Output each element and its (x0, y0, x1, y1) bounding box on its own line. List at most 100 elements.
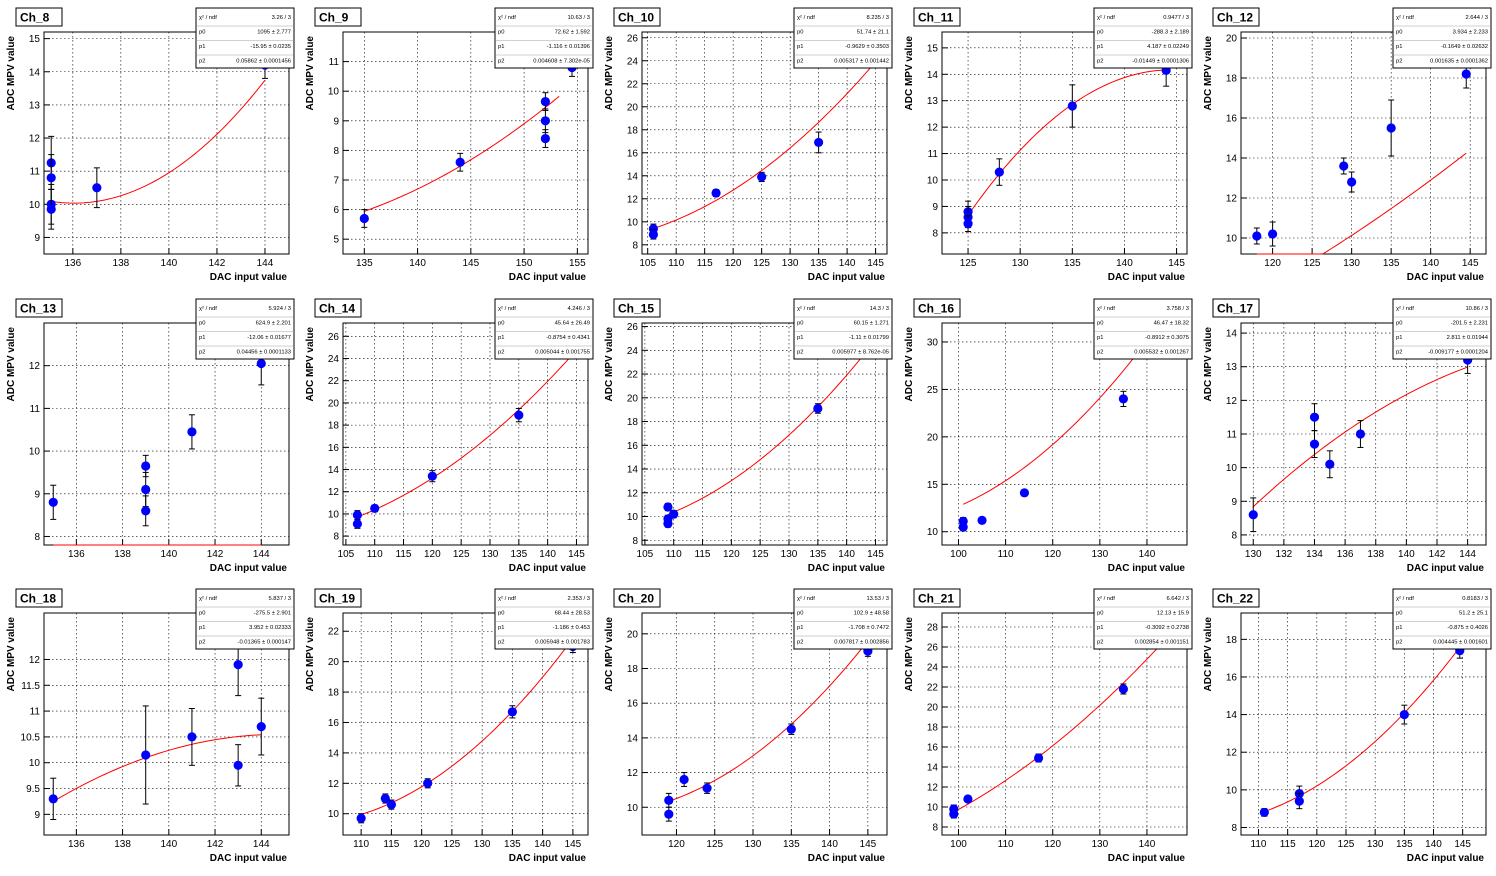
data-point (352, 518, 363, 529)
data-point (256, 358, 266, 368)
x-tick-label: 145 (868, 549, 885, 560)
y-tick-label: 12 (627, 768, 639, 779)
y-tick-label: 9 (34, 489, 40, 500)
title-frame (314, 588, 362, 608)
x-tick-label: 140 (839, 549, 856, 560)
plot-frame (342, 31, 589, 255)
y-tick-label: 9 (34, 810, 40, 821)
stats-label: p1 (1097, 625, 1103, 631)
stats-label: p2 (797, 640, 803, 646)
x-tick-label: 105 (637, 549, 654, 560)
y-tick-label: 20 (926, 703, 938, 714)
stats-value: -0.01449 ± 0.0001306 (1132, 59, 1189, 65)
stats-value: 5.924 / 3 (268, 306, 291, 312)
data-point (92, 183, 102, 193)
stats-label: χ² / ndf (498, 596, 516, 602)
y-tick-label: 10 (29, 446, 41, 457)
y-tick-label: 16 (627, 148, 639, 159)
title-frame (1212, 298, 1260, 318)
x-tick-label: 120 (424, 549, 441, 560)
chart-panel: 100 110 120 130 140 10 15 20 25 30 DAC input value… (900, 293, 1195, 586)
data-point (540, 96, 551, 107)
title-frame (15, 298, 63, 318)
fit-stats-box: χ² / ndf 2.353 / 3 p0 68.44 ± 28.53 p1 -1.186… (494, 588, 594, 650)
x-tick-label: 110 (997, 839, 1013, 850)
stats-value: -1.186 ± 0.453 (553, 625, 590, 631)
x-tick-label: 135 (1064, 258, 1081, 269)
x-tick-label: 100 (950, 549, 967, 560)
y-tick-label: 20 (1226, 34, 1238, 45)
stats-value: -0.3092 ± 0.2738 (1145, 625, 1189, 631)
data-point (187, 732, 197, 742)
data-point (507, 707, 518, 717)
x-tick-label: 140 (1138, 549, 1155, 560)
stats-value: 8.235 / 3 (867, 15, 890, 21)
y-tick-label: 10 (29, 758, 41, 769)
x-tick-label: 145 (463, 258, 480, 269)
y-tick-label: 10 (1226, 786, 1238, 797)
stats-value: 6.642 / 3 (1166, 596, 1189, 602)
x-tick-label: 140 (539, 549, 556, 560)
data-point (1259, 808, 1269, 818)
data-point (141, 461, 151, 471)
chart-title: Ch_14 (319, 301, 355, 315)
data-point (787, 724, 797, 734)
plot-frame (1240, 31, 1487, 255)
y-tick-label: 10 (627, 512, 639, 523)
y-tick-label: 14 (1226, 328, 1238, 339)
plot-frame (641, 31, 888, 255)
title-frame (613, 588, 661, 608)
plot-frame (941, 31, 1188, 255)
data-point (1252, 231, 1262, 241)
x-tick-label: 130 (1091, 839, 1108, 850)
data-point (958, 521, 968, 532)
chart-title-box: Ch_17 (1212, 298, 1260, 318)
y-tick-label: 10 (1226, 463, 1238, 474)
data-point (352, 510, 363, 520)
fit-stats-box: χ² / ndf 10.63 / 3 p0 72.62 ± 1.592 p1 -1.116… (494, 7, 594, 69)
stats-label: p0 (797, 30, 803, 36)
chart-title-box: Ch_22 (1212, 588, 1260, 608)
y-tick-label: 8 (34, 532, 40, 543)
x-tick-label: 120 (1044, 839, 1061, 850)
y-tick-label: 20 (627, 102, 639, 113)
y-tick-label: 8 (1231, 823, 1237, 834)
data-point (663, 502, 673, 512)
x-axis-title: DAC input value (808, 853, 886, 864)
chart-title-box: Ch_19 (314, 588, 362, 608)
y-tick-label: 22 (328, 376, 340, 387)
stats-label: p2 (1396, 640, 1402, 646)
stats-value: 0.9477 / 3 (1163, 15, 1189, 21)
stats-value: -0.8754 ± 0.4341 (546, 335, 590, 341)
chart-title-box: Ch_18 (15, 588, 63, 608)
chart-title-box: Ch_14 (314, 298, 362, 318)
y-tick-label: 12 (1226, 194, 1238, 205)
data-point (1118, 393, 1128, 404)
x-tick-label: 145 (1462, 258, 1479, 269)
y-tick-label: 16 (1226, 114, 1238, 125)
title-frame (913, 298, 961, 318)
x-tick-label: 144 (253, 549, 270, 560)
y-tick-label: 5 (334, 235, 340, 246)
data-point (233, 660, 243, 670)
x-tick-label: 142 (207, 549, 224, 560)
x-axis-title: DAC input value (1407, 272, 1485, 283)
data-point (1346, 177, 1357, 187)
data-point (141, 505, 151, 516)
y-tick-label: 20 (926, 432, 938, 443)
stats-label: χ² / ndf (797, 596, 815, 602)
y-axis-title: ADC MPV value (904, 36, 915, 111)
x-tick-label: 135 (1396, 839, 1413, 850)
x-tick-label: 130 (482, 549, 499, 560)
stats-label: p2 (797, 59, 803, 65)
x-tick-label: 145 (868, 258, 885, 269)
chart-title: Ch_22 (1217, 592, 1253, 606)
x-tick-label: 130 (1091, 549, 1108, 560)
y-tick-label: 11 (30, 707, 41, 718)
stats-label: p1 (1097, 335, 1103, 341)
stats-label: χ² / ndf (199, 596, 217, 602)
y-tick-label: 24 (328, 354, 340, 365)
stats-value: 0.8183 / 3 (1462, 596, 1488, 602)
stats-frame (793, 588, 893, 650)
x-tick-label: 120 (725, 258, 742, 269)
